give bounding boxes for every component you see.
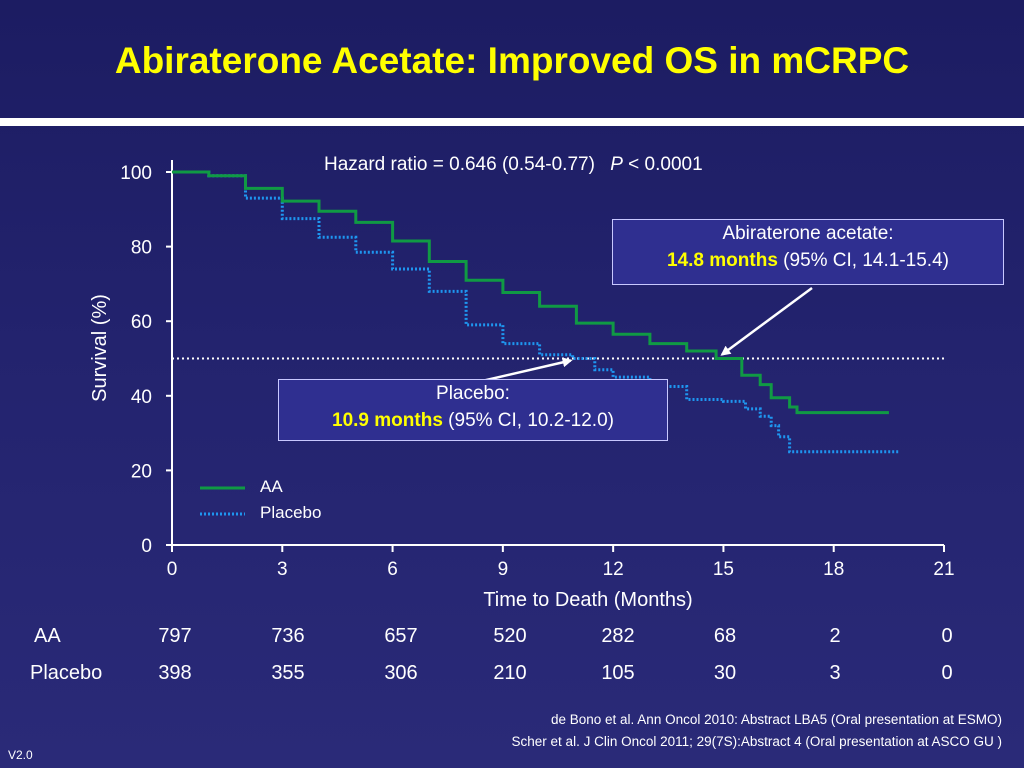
x-tick-label: 15 xyxy=(713,559,734,580)
y-tick-label: 20 xyxy=(131,461,152,482)
chart-axes: 0 20 40 60 80 100 0 3 6 9 12 15 18 21 xyxy=(120,160,955,580)
y-tick-label: 40 xyxy=(131,387,152,408)
callout-placebo-heading: Placebo: xyxy=(436,383,510,404)
chart-legend: AA Placebo xyxy=(200,477,321,522)
series-line-aa xyxy=(172,170,889,415)
y-tick-label: 100 xyxy=(120,163,152,184)
title-divider xyxy=(0,118,1024,126)
reference-1: de Bono et al. Ann Oncol 2010: Abstract … xyxy=(550,712,1002,727)
x-tick-label: 0 xyxy=(167,559,178,580)
slide-title: Abiraterone Acetate: Improved OS in mCRP… xyxy=(114,40,910,81)
callout-abiraterone-ci: (95% CI, 14.1-15.4) xyxy=(783,250,949,271)
risk-cell: 68 xyxy=(713,625,737,647)
callout-placebo-ci: (95% CI, 10.2-12.0) xyxy=(448,410,614,431)
callout-placebo-median: 10.9 months xyxy=(332,410,443,431)
y-tick-label: 60 xyxy=(131,312,152,333)
version-label: V2.0 xyxy=(8,748,33,762)
callout-abiraterone-median: 14.8 months xyxy=(667,250,778,271)
risk-cell: 736 xyxy=(271,625,305,647)
p-value-label: P xyxy=(610,154,623,175)
x-tick-label: 18 xyxy=(823,559,844,580)
callout-abiraterone-heading: Abiraterone acetate: xyxy=(722,223,894,244)
risk-cell: 105 xyxy=(601,662,635,684)
risk-cell: 0 xyxy=(941,625,953,647)
risk-row-label-placebo: Placebo xyxy=(30,662,103,684)
risk-cell: 3 xyxy=(829,662,841,684)
y-tick-label: 80 xyxy=(131,238,152,259)
risk-cell: 30 xyxy=(713,662,737,684)
risk-cell: 0 xyxy=(941,662,953,684)
arrow-abiraterone-median xyxy=(720,286,813,356)
risk-cell: 2 xyxy=(829,625,841,647)
x-tick-label: 3 xyxy=(277,559,288,580)
callout-arrows xyxy=(481,286,813,383)
risk-cell: 398 xyxy=(158,662,192,684)
risk-cell: 306 xyxy=(384,662,418,684)
x-axis-title: Time to Death (Months) xyxy=(483,589,692,611)
x-tick-label: 12 xyxy=(603,559,624,580)
callout-placebo: Placebo: 10.9 months (95% CI, 10.2-12.0) xyxy=(278,379,668,441)
hazard-ratio-annotation: Hazard ratio = 0.646 (0.54-0.77) P < 0.0… xyxy=(324,154,703,175)
risk-row-label-aa: AA xyxy=(34,625,61,647)
arrow-placebo-median xyxy=(481,357,573,383)
risk-cell: 797 xyxy=(158,625,192,647)
x-tick-label: 9 xyxy=(498,559,509,580)
x-tick-label: 6 xyxy=(387,559,398,580)
legend-label-aa: AA xyxy=(260,477,283,496)
y-axis-title: Survival (%) xyxy=(89,294,111,402)
reference-2: Scher et al. J Clin Oncol 2011; 29(7S):A… xyxy=(511,734,1002,749)
risk-cell: 355 xyxy=(271,662,305,684)
p-value-text: < 0.0001 xyxy=(628,154,703,175)
risk-cell: 282 xyxy=(601,625,635,647)
risk-cell: 657 xyxy=(384,625,418,647)
callout-placebo-median-line: 10.9 months (95% CI, 10.2-12.0) xyxy=(279,407,667,434)
risk-cell: 210 xyxy=(493,662,527,684)
hazard-ratio-text: Hazard ratio = 0.646 (0.54-0.77) xyxy=(324,154,595,175)
x-tick-label: 21 xyxy=(933,559,954,580)
y-tick-label: 0 xyxy=(141,536,152,557)
callout-abiraterone: Abiraterone acetate: 14.8 months (95% CI… xyxy=(612,219,1004,285)
callout-abiraterone-median-line: 14.8 months (95% CI, 14.1-15.4) xyxy=(613,247,1003,274)
legend-label-placebo: Placebo xyxy=(260,503,321,522)
risk-cell: 520 xyxy=(493,625,527,647)
